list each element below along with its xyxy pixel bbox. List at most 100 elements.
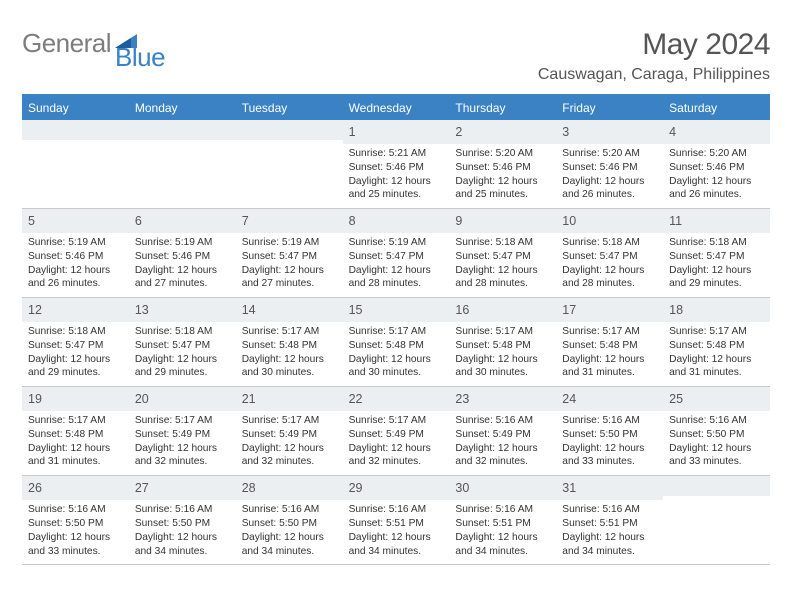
sunset-text: Sunset: 5:46 PM (28, 250, 123, 264)
sunset-text: Sunset: 5:47 PM (562, 250, 657, 264)
sunset-text: Sunset: 5:48 PM (455, 339, 550, 353)
day-number: 18 (669, 303, 683, 317)
daylight-text: Daylight: 12 hours and 31 minutes. (28, 442, 123, 470)
daylight-text: Daylight: 12 hours and 29 minutes. (669, 264, 764, 292)
sunset-text: Sunset: 5:47 PM (28, 339, 123, 353)
sunset-text: Sunset: 5:46 PM (349, 161, 444, 175)
day-cell-body: Sunrise: 5:17 AMSunset: 5:49 PMDaylight:… (129, 411, 236, 469)
day-cell-body: Sunrise: 5:18 AMSunset: 5:47 PMDaylight:… (449, 233, 556, 291)
sunset-text: Sunset: 5:50 PM (562, 428, 657, 442)
day-number: 13 (135, 303, 149, 317)
day-cell: 25Sunrise: 5:16 AMSunset: 5:50 PMDayligh… (663, 387, 770, 475)
logo: General Blue (22, 28, 189, 59)
day-number: 31 (562, 481, 576, 495)
daynum-bar: 11 (663, 209, 770, 233)
week-row: 5 Sunrise: 5:19 AMSunset: 5:46 PMDaylight… (22, 209, 770, 298)
sunrise-text: Sunrise: 5:20 AM (455, 147, 550, 161)
day-number: 5 (28, 214, 35, 228)
day-cell-body: Sunrise: 5:19 AMSunset: 5:46 PMDaylight:… (129, 233, 236, 291)
day-number: 16 (455, 303, 469, 317)
day-cell: 27Sunrise: 5:16 AMSunset: 5:50 PMDayligh… (129, 476, 236, 564)
day-number: 28 (242, 481, 256, 495)
day-cell: 8Sunrise: 5:19 AMSunset: 5:47 PMDaylight… (343, 209, 450, 297)
daylight-text: Daylight: 12 hours and 34 minutes. (242, 531, 337, 559)
day-cell-body: Sunrise: 5:17 AMSunset: 5:48 PMDaylight:… (556, 322, 663, 380)
day-number: 14 (242, 303, 256, 317)
sunrise-text: Sunrise: 5:16 AM (455, 503, 550, 517)
daynum-bar: 14 (236, 298, 343, 322)
day-cell (129, 120, 236, 208)
daynum-bar: 27 (129, 476, 236, 500)
day-number: 9 (455, 214, 462, 228)
day-cell-body: Sunrise: 5:20 AMSunset: 5:46 PMDaylight:… (449, 144, 556, 202)
day-cell: 24Sunrise: 5:16 AMSunset: 5:50 PMDayligh… (556, 387, 663, 475)
day-number: 17 (562, 303, 576, 317)
sunrise-text: Sunrise: 5:17 AM (28, 414, 123, 428)
daynum-bar: 3 (556, 120, 663, 144)
day-number: 12 (28, 303, 42, 317)
sunset-text: Sunset: 5:50 PM (135, 517, 230, 531)
day-number: 23 (455, 392, 469, 406)
sunrise-text: Sunrise: 5:16 AM (455, 414, 550, 428)
sunset-text: Sunset: 5:51 PM (455, 517, 550, 531)
daynum-bar: 10 (556, 209, 663, 233)
sunrise-text: Sunrise: 5:16 AM (28, 503, 123, 517)
day-cell-body: Sunrise: 5:18 AMSunset: 5:47 PMDaylight:… (556, 233, 663, 291)
daynum-bar: 4 (663, 120, 770, 144)
day-number: 10 (562, 214, 576, 228)
day-cell: 29Sunrise: 5:16 AMSunset: 5:51 PMDayligh… (343, 476, 450, 564)
day-cell: 19Sunrise: 5:17 AMSunset: 5:48 PMDayligh… (22, 387, 129, 475)
sunrise-text: Sunrise: 5:17 AM (349, 414, 444, 428)
sunrise-text: Sunrise: 5:18 AM (455, 236, 550, 250)
daylight-text: Daylight: 12 hours and 28 minutes. (455, 264, 550, 292)
daynum-bar: 30 (449, 476, 556, 500)
daylight-text: Daylight: 12 hours and 29 minutes. (135, 353, 230, 381)
day-cell-body: Sunrise: 5:16 AMSunset: 5:51 PMDaylight:… (556, 500, 663, 558)
daynum-bar: 23 (449, 387, 556, 411)
day-cell: 1 Sunrise: 5:21 AMSunset: 5:46 PMDaylight… (343, 120, 450, 208)
day-cell-body: Sunrise: 5:21 AMSunset: 5:46 PMDaylight:… (343, 144, 450, 202)
day-number: 1 (349, 125, 356, 139)
day-cell: 31 Sunrise: 5:16 AMSunset: 5:51 PMDayligh… (556, 476, 663, 564)
daynum-bar: 2 (449, 120, 556, 144)
sunrise-text: Sunrise: 5:16 AM (242, 503, 337, 517)
daylight-text: Daylight: 12 hours and 29 minutes. (28, 353, 123, 381)
sunset-text: Sunset: 5:46 PM (135, 250, 230, 264)
daynum-bar: 28 (236, 476, 343, 500)
daynum-bar: 21 (236, 387, 343, 411)
sunset-text: Sunset: 5:48 PM (562, 339, 657, 353)
daylight-text: Daylight: 12 hours and 31 minutes. (669, 353, 764, 381)
daylight-text: Daylight: 12 hours and 34 minutes. (455, 531, 550, 559)
sunset-text: Sunset: 5:47 PM (242, 250, 337, 264)
sunset-text: Sunset: 5:51 PM (562, 517, 657, 531)
sunset-text: Sunset: 5:50 PM (28, 517, 123, 531)
sunrise-text: Sunrise: 5:16 AM (135, 503, 230, 517)
header-row: General Blue May 2024 Causwagan, Caraga,… (22, 28, 770, 84)
daynum-bar: 29 (343, 476, 450, 500)
day-cell: 17 Sunrise: 5:17 AMSunset: 5:48 PMDayligh… (556, 298, 663, 386)
day-cell-body: Sunrise: 5:17 AMSunset: 5:48 PMDaylight:… (449, 322, 556, 380)
sunset-text: Sunset: 5:49 PM (455, 428, 550, 442)
day-cell-body: Sunrise: 5:18 AMSunset: 5:47 PMDaylight:… (663, 233, 770, 291)
day-cell: 5 Sunrise: 5:19 AMSunset: 5:46 PMDaylight… (22, 209, 129, 297)
day-number: 4 (669, 125, 676, 139)
daynum-bar: 25 (663, 387, 770, 411)
daylight-text: Daylight: 12 hours and 28 minutes. (562, 264, 657, 292)
day-cell: 21Sunrise: 5:17 AMSunset: 5:49 PMDayligh… (236, 387, 343, 475)
logo-text-1: General (22, 28, 111, 59)
day-cell: 23Sunrise: 5:16 AMSunset: 5:49 PMDayligh… (449, 387, 556, 475)
day-cell: 16 Sunrise: 5:17 AMSunset: 5:48 PMDayligh… (449, 298, 556, 386)
week-row: 12 Sunrise: 5:18 AMSunset: 5:47 PMDayligh… (22, 298, 770, 387)
day-cell-body: Sunrise: 5:16 AMSunset: 5:50 PMDaylight:… (129, 500, 236, 558)
daylight-text: Daylight: 12 hours and 27 minutes. (135, 264, 230, 292)
day-number: 26 (28, 481, 42, 495)
sunset-text: Sunset: 5:48 PM (242, 339, 337, 353)
day-cell-body: Sunrise: 5:18 AMSunset: 5:47 PMDaylight:… (129, 322, 236, 380)
day-number: 15 (349, 303, 363, 317)
day-cell-body: Sunrise: 5:19 AMSunset: 5:46 PMDaylight:… (22, 233, 129, 291)
day-cell: 3Sunrise: 5:20 AMSunset: 5:46 PMDaylight… (556, 120, 663, 208)
day-cell: 30 Sunrise: 5:16 AMSunset: 5:51 PMDayligh… (449, 476, 556, 564)
day-number: 29 (349, 481, 363, 495)
daylight-text: Daylight: 12 hours and 32 minutes. (242, 442, 337, 470)
day-number: 11 (669, 214, 682, 228)
